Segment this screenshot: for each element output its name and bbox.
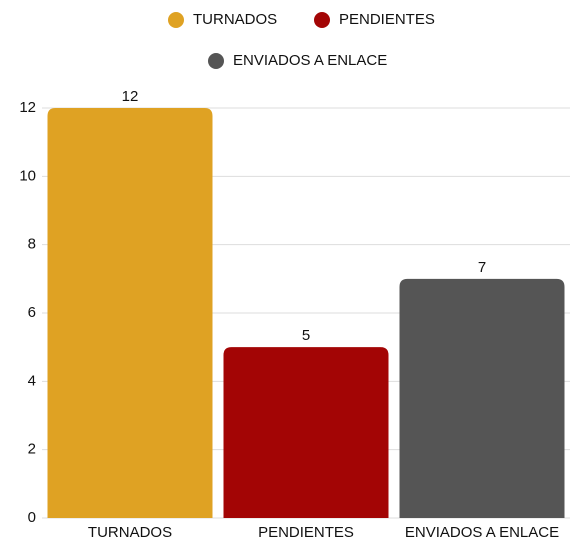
data-label: 7: [478, 259, 486, 276]
bar: [47, 108, 213, 518]
x-tick-label: ENVIADOS A ENLACE: [405, 524, 559, 541]
legend-swatch: [168, 12, 184, 28]
data-label: 12: [122, 88, 139, 105]
bar: [223, 347, 389, 518]
legend-swatch: [314, 12, 330, 28]
y-tick-label: 10: [19, 167, 36, 184]
x-tick-label: TURNADOS: [88, 524, 172, 541]
legend-label: PENDIENTES: [339, 11, 435, 28]
y-tick-label: 2: [28, 441, 36, 458]
legend-label: TURNADOS: [193, 11, 277, 28]
y-tick-label: 4: [28, 372, 36, 389]
legend-label: ENVIADOS A ENLACE: [233, 52, 387, 69]
x-tick-label: PENDIENTES: [258, 524, 354, 541]
y-tick-label: 6: [28, 304, 36, 321]
y-tick-label: 12: [19, 99, 36, 116]
legend-swatch: [208, 53, 224, 69]
bar: [399, 278, 565, 518]
y-tick-label: 8: [28, 236, 36, 253]
data-label: 5: [302, 327, 310, 344]
y-tick-label: 0: [28, 509, 36, 526]
